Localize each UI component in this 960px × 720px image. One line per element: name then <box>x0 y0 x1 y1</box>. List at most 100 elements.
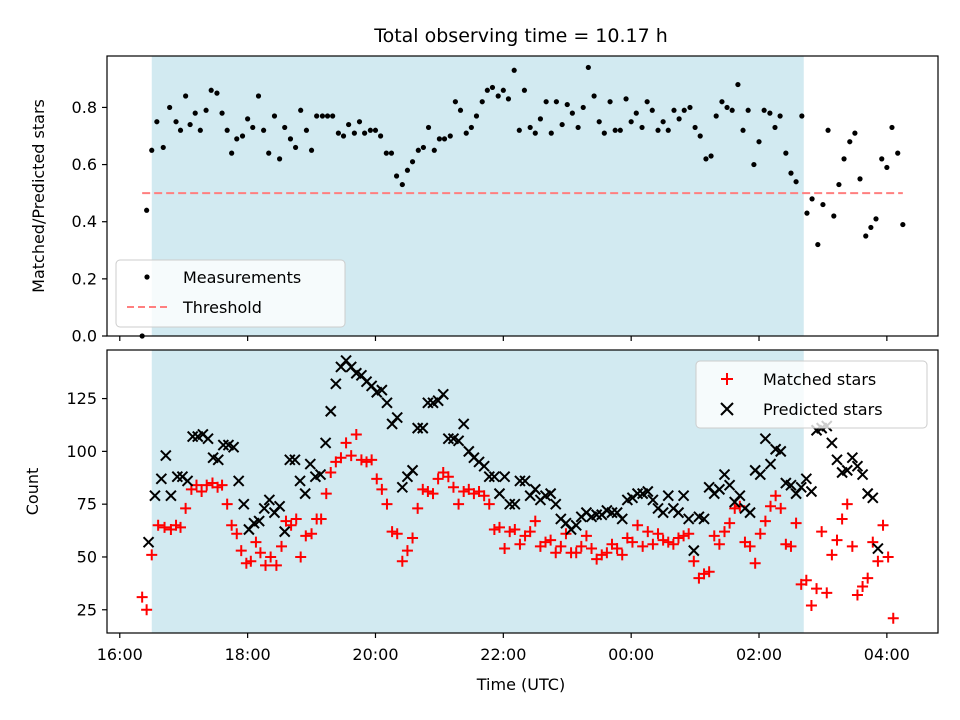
measurement-point <box>298 107 304 113</box>
predicted-star-point <box>181 475 194 487</box>
matched-star-point <box>335 452 347 464</box>
y-tick-label: 0.4 <box>72 212 97 231</box>
measurement-point <box>527 124 533 131</box>
matched-star-point <box>325 466 337 478</box>
measurement-point <box>463 130 469 136</box>
measurement-point <box>703 156 709 162</box>
bottom-legend: Matched stars Predicted stars <box>695 360 928 429</box>
predicted-star-point <box>504 498 516 510</box>
measurement-point <box>884 164 890 171</box>
x-tick-label: 02:00 <box>736 645 782 664</box>
y-tick-label: 25 <box>77 600 97 619</box>
measurement-point <box>388 150 395 156</box>
measurement-point <box>687 104 693 111</box>
matched-star-point <box>509 524 521 536</box>
predicted-star-point <box>452 435 465 447</box>
predicted-star-point <box>314 468 327 481</box>
measurement-point <box>208 87 214 93</box>
top-panel: 0.00.20.40.60.8 Matched/Predicted stars … <box>29 55 939 346</box>
measurement-point <box>484 87 490 93</box>
matched-star-point <box>652 528 664 540</box>
matched-star-point <box>570 547 582 559</box>
matched-star-point <box>882 551 894 563</box>
measurement-point <box>292 144 299 151</box>
matched-star-point <box>146 549 158 561</box>
matched-star-point <box>683 528 695 540</box>
measurement-point <box>628 119 634 125</box>
top-y-ticks: 0.0 0.2 0.4 0.6 0.8 <box>72 98 107 346</box>
y-tick-label: 0.0 <box>72 327 97 346</box>
predicted-star-point <box>856 468 869 481</box>
matched-star-point <box>790 517 802 529</box>
predicted-star-point <box>713 483 726 496</box>
matched-star-point <box>657 534 669 546</box>
predicted-star-point <box>872 542 884 555</box>
matched-star-point <box>417 483 429 495</box>
matched-star-point <box>442 471 454 483</box>
predicted-star-point <box>841 464 853 477</box>
predicted-star-point <box>805 485 818 498</box>
predicted-star-point <box>851 460 864 472</box>
matched-star-point <box>754 528 766 540</box>
measurement-point <box>431 147 437 153</box>
matched-star-point <box>345 450 357 462</box>
matched-star-point <box>872 555 884 567</box>
measurement-point <box>617 127 623 133</box>
matched-star-point <box>320 488 332 500</box>
matched-star-point <box>713 538 725 550</box>
y-tick-label: 125 <box>66 389 97 408</box>
measurement-point <box>239 133 246 139</box>
predicted-star-point <box>478 460 490 472</box>
measurement-point <box>697 133 703 139</box>
predicted-star-point <box>411 422 424 434</box>
matched-star-point <box>276 540 288 552</box>
matched-star-point <box>260 559 272 571</box>
legend-measurements-marker <box>144 274 150 280</box>
predicted-star-point <box>826 437 838 449</box>
measurement-point <box>219 110 225 116</box>
predicted-star-point <box>698 513 710 525</box>
matched-star-point <box>141 604 153 616</box>
measurement-point <box>895 150 901 156</box>
y-tick-label: 0.6 <box>72 155 97 174</box>
predicted-star-point <box>775 445 787 458</box>
measurement-point <box>511 67 517 73</box>
measurement-point <box>245 116 251 122</box>
predicted-star-point <box>682 513 695 525</box>
measurement-point <box>399 181 405 188</box>
predicted-star-point <box>417 422 429 434</box>
matched-star-point <box>821 587 833 599</box>
predicted-star-point <box>688 544 700 557</box>
matched-star-point <box>386 526 398 538</box>
predicted-star-point <box>202 432 214 445</box>
matched-star-point <box>422 486 434 497</box>
predicted-star-point <box>253 515 265 527</box>
measurement-point <box>543 99 549 105</box>
matched-star-point <box>407 532 419 544</box>
predicted-star-point <box>238 498 250 510</box>
predicted-star-point <box>273 500 286 512</box>
matched-star-point <box>453 498 465 510</box>
matched-star-point <box>785 540 797 552</box>
matched-star-point <box>586 543 598 555</box>
matched-star-point <box>432 473 444 485</box>
measurement-point <box>767 110 773 116</box>
matched-star-point <box>488 524 500 536</box>
matched-star-point <box>340 437 352 449</box>
predicted-star-point <box>570 519 582 531</box>
measurement-point <box>612 127 618 133</box>
predicted-star-point <box>647 494 659 506</box>
legend-matched-label: Matched stars <box>763 370 876 389</box>
predicted-star-point <box>734 490 746 502</box>
measurement-point <box>303 127 310 133</box>
measurement-point <box>559 121 565 128</box>
matched-star-point <box>616 549 628 561</box>
matched-star-point <box>216 479 228 491</box>
measurement-point <box>799 113 805 119</box>
measurement-point <box>276 156 283 162</box>
measurement-point <box>495 93 501 99</box>
measurement-point <box>468 124 474 131</box>
matched-star-point <box>811 583 823 595</box>
measurement-point <box>144 207 150 213</box>
predicted-star-point <box>217 439 230 451</box>
